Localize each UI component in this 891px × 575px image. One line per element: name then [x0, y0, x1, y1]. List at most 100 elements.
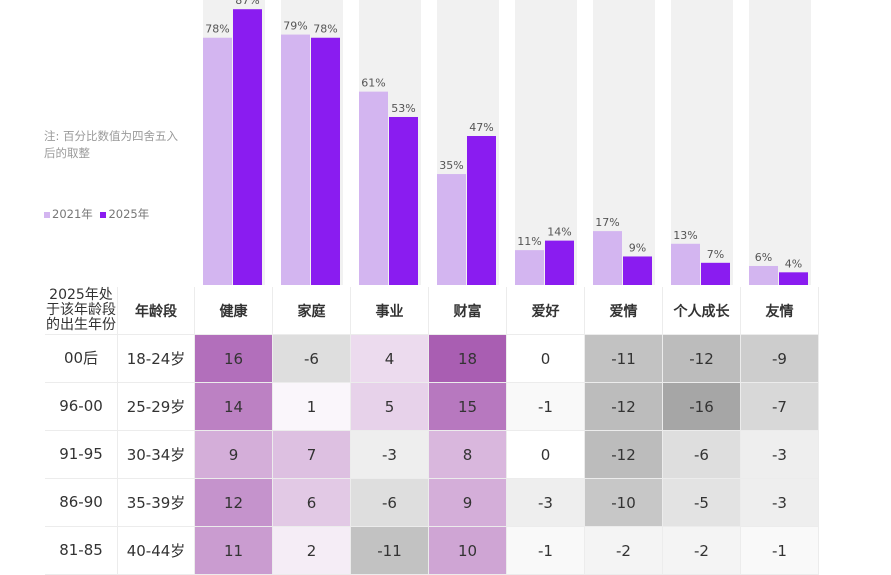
data-label: 79%: [283, 20, 307, 33]
column-header: 爱好: [507, 287, 585, 335]
value-cell: -1: [741, 527, 819, 575]
age-range-cell: 35-39岁: [118, 479, 195, 527]
value-cell: 15: [429, 383, 507, 431]
value-cell: -6: [351, 479, 429, 527]
bar-2021年-爱情: [593, 231, 622, 285]
column-header: 事业: [351, 287, 429, 335]
table-row: 96-00 25-29岁 14 1 5 15 -1 -12 -16 -7: [45, 383, 819, 431]
data-label: 6%: [755, 251, 772, 264]
value-cell: 1: [273, 383, 351, 431]
data-label: 13%: [673, 229, 697, 242]
value-cell: -3: [351, 431, 429, 479]
value-cell: 2: [273, 527, 351, 575]
value-cell: -1: [507, 383, 585, 431]
table-row: 81-85 40-44岁 11 2 -11 10 -1 -2 -2 -1: [45, 527, 819, 575]
value-cell: 9: [429, 479, 507, 527]
data-label: 9%: [629, 241, 646, 254]
data-label: 47%: [469, 121, 493, 134]
value-cell: -3: [507, 479, 585, 527]
value-cell: -5: [663, 479, 741, 527]
change-table: 2025年处于该年龄段的出生年份 年龄段 健康 家庭 事业 财富 爱好 爱情 个人成长 友情 00后…: [45, 287, 819, 575]
value-cell: -1: [507, 527, 585, 575]
column-header: 友情: [741, 287, 819, 335]
bar-2025年-财富: [467, 136, 496, 285]
bar-2021年-家庭: [281, 34, 310, 285]
bar-2021年-健康: [203, 37, 232, 285]
value-cell: -10: [585, 479, 663, 527]
birth-year-cell: 91-95: [45, 431, 118, 479]
data-label: 4%: [785, 257, 802, 270]
value-cell: -9: [741, 335, 819, 383]
bar-2021年-友情: [749, 265, 778, 285]
legend-label-2025: 2025年: [108, 207, 150, 221]
value-cell: 4: [351, 335, 429, 383]
column-header: 年龄段: [118, 287, 195, 335]
age-range-cell: 18-24岁: [118, 335, 195, 383]
value-cell: -11: [351, 527, 429, 575]
age-range-cell: 25-29岁: [118, 383, 195, 431]
value-cell: -11: [585, 335, 663, 383]
bar-background: [671, 0, 733, 285]
column-header: 财富: [429, 287, 507, 335]
birth-year-cell: 96-00: [45, 383, 118, 431]
bar-2025年-爱好: [545, 240, 574, 285]
column-header: 家庭: [273, 287, 351, 335]
value-cell: -7: [741, 383, 819, 431]
value-cell: 0: [507, 431, 585, 479]
birth-year-cell: 00后: [45, 335, 118, 383]
legend-swatch-2025: [100, 211, 107, 218]
column-header: 2025年处于该年龄段的出生年份: [45, 287, 118, 335]
table-row: 91-95 30-34岁 9 7 -3 8 0 -12 -6 -3: [45, 431, 819, 479]
bar-chart: 78% 87% 79% 78% 61% 53% 35% 47% 11% 14% 17% 9% 13% 7%…: [203, 0, 811, 286]
bar-2025年-友情: [779, 272, 808, 285]
value-cell: 14: [195, 383, 273, 431]
column-header: 爱情: [585, 287, 663, 335]
bar-background: [749, 0, 811, 285]
data-label: 53%: [391, 102, 415, 115]
bar-background: [515, 0, 577, 285]
bar-2025年-健康: [233, 9, 262, 286]
table-row: 00后 18-24岁 16 -6 4 18 0 -11 -12 -9: [45, 335, 819, 383]
bar-2021年-爱好: [515, 250, 544, 285]
data-label: 87%: [235, 0, 259, 7]
bar-2021年-财富: [437, 174, 466, 285]
value-cell: -6: [663, 431, 741, 479]
value-cell: -12: [585, 383, 663, 431]
bar-2025年-爱情: [623, 256, 652, 285]
value-cell: -2: [663, 527, 741, 575]
value-cell: -16: [663, 383, 741, 431]
value-cell: 12: [195, 479, 273, 527]
data-label: 78%: [205, 23, 229, 36]
value-cell: -3: [741, 479, 819, 527]
value-cell: 6: [273, 479, 351, 527]
value-cell: -12: [663, 335, 741, 383]
column-header: 个人成长: [663, 287, 741, 335]
legend: 2021年 2025年: [44, 206, 149, 222]
value-cell: 18: [429, 335, 507, 383]
data-label: 35%: [439, 159, 463, 172]
bar-2025年-事业: [389, 116, 418, 286]
footnote: 注: 百分比数值为四舍五入后的取整: [44, 129, 179, 160]
bar-2025年-家庭: [311, 37, 340, 285]
legend-swatch-2021: [44, 211, 50, 218]
value-cell: 11: [195, 527, 273, 575]
birth-year-cell: 86-90: [45, 479, 118, 527]
data-label: 7%: [707, 248, 724, 261]
legend-label-2021: 2021年: [52, 207, 93, 221]
bar-2025年-个人成长: [701, 262, 730, 285]
data-label: 78%: [313, 23, 337, 36]
column-header: 健康: [195, 287, 273, 335]
data-label: 61%: [361, 77, 385, 90]
bar-2021年-个人成长: [671, 243, 700, 285]
table-header: 2025年处于该年龄段的出生年份 年龄段 健康 家庭 事业 财富 爱好 爱情 个人成长 友情: [45, 287, 819, 335]
value-cell: -2: [585, 527, 663, 575]
data-label: 11%: [517, 235, 541, 248]
data-label: 14%: [547, 226, 571, 239]
value-cell: -3: [741, 431, 819, 479]
value-cell: 10: [429, 527, 507, 575]
value-cell: 0: [507, 335, 585, 383]
birth-year-cell: 81-85: [45, 527, 118, 575]
value-cell: 16: [195, 335, 273, 383]
value-cell: 5: [351, 383, 429, 431]
value-cell: 7: [273, 431, 351, 479]
